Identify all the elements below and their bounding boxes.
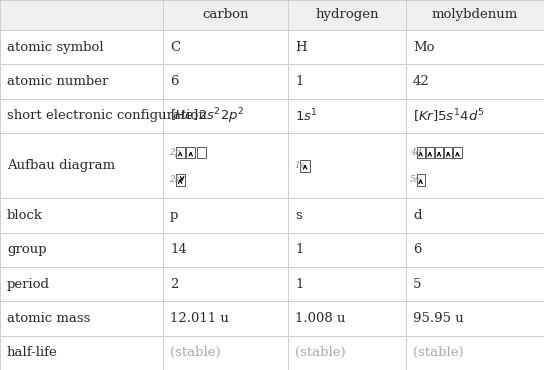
Text: 6: 6	[170, 75, 178, 88]
Text: short electronic configuration: short electronic configuration	[7, 109, 207, 122]
Bar	[435, 147, 443, 158]
Text: 2s: 2s	[169, 175, 180, 185]
Text: atomic mass: atomic mass	[7, 312, 90, 325]
Text: (stable): (stable)	[295, 346, 345, 359]
Text: 4d: 4d	[410, 148, 422, 157]
Bar	[176, 174, 185, 186]
Text: $1s^{1}$: $1s^{1}$	[295, 107, 318, 124]
Text: group: group	[7, 243, 47, 256]
Bar	[288, 336, 406, 370]
Text: 1s: 1s	[294, 161, 305, 170]
Bar	[0, 30, 163, 64]
Bar	[288, 64, 406, 98]
Bar	[0, 133, 163, 198]
Bar	[176, 147, 185, 158]
Text: 12.011 u: 12.011 u	[170, 312, 229, 325]
Bar	[163, 267, 288, 301]
Bar	[406, 198, 544, 233]
Bar	[406, 336, 544, 370]
Text: atomic symbol: atomic symbol	[7, 41, 103, 54]
Bar	[406, 30, 544, 64]
Bar	[453, 147, 461, 158]
Bar	[406, 301, 544, 336]
Text: Mo: Mo	[413, 41, 435, 54]
Text: 1: 1	[295, 243, 304, 256]
Text: d: d	[413, 209, 422, 222]
Text: 1: 1	[295, 75, 304, 88]
Text: atomic number: atomic number	[7, 75, 108, 88]
Bar	[288, 198, 406, 233]
Text: half-life: half-life	[7, 346, 58, 359]
Bar	[163, 0, 288, 30]
Bar	[288, 0, 406, 30]
Bar	[163, 233, 288, 267]
Bar	[288, 133, 406, 198]
Bar	[0, 336, 163, 370]
Text: Aufbau diagram: Aufbau diagram	[7, 159, 115, 172]
Bar	[163, 133, 288, 198]
Bar	[417, 147, 425, 158]
Bar	[406, 267, 544, 301]
Text: H: H	[295, 41, 307, 54]
Bar	[417, 174, 425, 186]
Bar	[163, 301, 288, 336]
Text: 5: 5	[413, 278, 422, 291]
Bar	[406, 64, 544, 98]
Text: $[Kr]5s^{1}4d^{5}$: $[Kr]5s^{1}4d^{5}$	[413, 107, 485, 125]
Text: 5s: 5s	[410, 175, 421, 185]
Text: 95.95 u: 95.95 u	[413, 312, 463, 325]
Bar	[163, 98, 288, 133]
Text: p: p	[170, 209, 178, 222]
Bar	[288, 301, 406, 336]
Text: hydrogen: hydrogen	[316, 9, 379, 21]
Bar	[288, 98, 406, 133]
Bar	[288, 233, 406, 267]
Bar	[0, 267, 163, 301]
Bar	[300, 160, 310, 172]
Bar	[288, 30, 406, 64]
Text: $[He]2s^{2}2p^{2}$: $[He]2s^{2}2p^{2}$	[170, 106, 245, 125]
Bar	[0, 0, 163, 30]
Bar	[186, 147, 195, 158]
Bar	[426, 147, 434, 158]
Text: molybdenum: molybdenum	[432, 9, 518, 21]
Bar	[406, 133, 544, 198]
Text: 2p: 2p	[169, 148, 181, 157]
Bar	[163, 198, 288, 233]
Bar	[163, 30, 288, 64]
Bar	[444, 147, 452, 158]
Text: C: C	[170, 41, 180, 54]
Bar	[406, 233, 544, 267]
Bar	[406, 0, 544, 30]
Text: period: period	[7, 278, 50, 291]
Text: 6: 6	[413, 243, 422, 256]
Text: 1.008 u: 1.008 u	[295, 312, 345, 325]
Text: 14: 14	[170, 243, 187, 256]
Text: s: s	[295, 209, 302, 222]
Bar	[0, 301, 163, 336]
Bar	[197, 147, 206, 158]
Text: 1: 1	[295, 278, 304, 291]
Text: (stable): (stable)	[170, 346, 221, 359]
Text: (stable): (stable)	[413, 346, 463, 359]
Text: block: block	[7, 209, 43, 222]
Bar	[163, 64, 288, 98]
Text: 2: 2	[170, 278, 178, 291]
Text: carbon: carbon	[202, 9, 249, 21]
Bar	[0, 64, 163, 98]
Bar	[406, 98, 544, 133]
Bar	[0, 98, 163, 133]
Text: 42: 42	[413, 75, 430, 88]
Bar	[0, 198, 163, 233]
Bar	[0, 233, 163, 267]
Bar	[288, 267, 406, 301]
Bar	[163, 336, 288, 370]
